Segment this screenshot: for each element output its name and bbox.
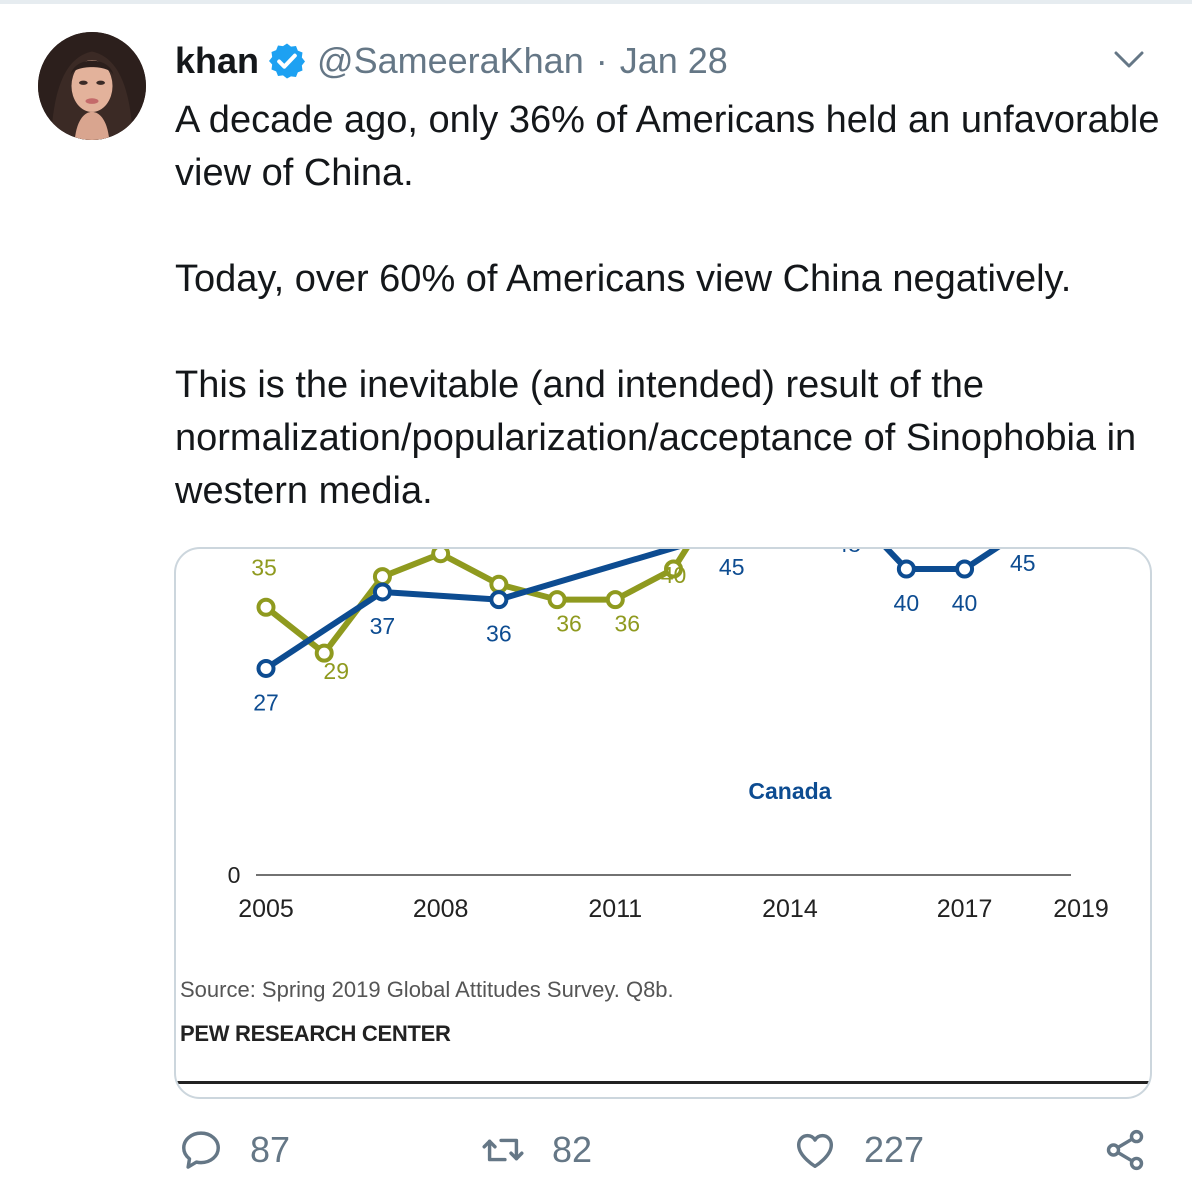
- x-tick-label: 2008: [413, 895, 469, 923]
- avatar-portrait-icon: [38, 32, 146, 140]
- tweet-paragraph: Today, over 60% of Americans view China …: [175, 258, 1072, 300]
- data-point: [605, 590, 625, 610]
- pew-line-chart: 0200520082011201420172019352939423836364…: [228, 549, 1109, 923]
- share-button[interactable]: [1102, 1120, 1148, 1180]
- data-label: 35: [251, 554, 277, 580]
- header-separator: ·: [595, 40, 608, 81]
- share-icon: [1106, 1129, 1144, 1171]
- series-line: [264, 549, 1001, 671]
- reply-count: 87: [250, 1129, 291, 1170]
- data-label: 38: [486, 549, 512, 553]
- like-button[interactable]: 227: [792, 1120, 924, 1180]
- x-tick-label: 2017: [937, 895, 993, 923]
- media-card[interactable]: 0200520082011201420172019352939423836364…: [174, 547, 1152, 1099]
- data-point: [489, 574, 509, 594]
- data-label: 36: [486, 621, 512, 647]
- display-name[interactable]: khan: [175, 40, 260, 81]
- data-label: 40: [952, 590, 978, 616]
- chart-brand: PEW RESEARCH CENTER: [180, 1021, 451, 1046]
- data-point: [314, 643, 334, 663]
- x-tick-label: 2014: [762, 895, 818, 923]
- data-label: 39: [370, 549, 396, 550]
- data-point: [955, 559, 975, 579]
- top-divider: [0, 0, 1192, 4]
- data-point: [372, 567, 392, 587]
- chart-source: Source: Spring 2019 Global Attitudes Sur…: [180, 977, 674, 1002]
- user-handle[interactable]: @SameeraKhan: [317, 40, 584, 81]
- data-point: [547, 590, 567, 610]
- data-label: 36: [556, 611, 582, 637]
- data-label: 45: [719, 554, 745, 580]
- data-point: [664, 559, 683, 579]
- tweet-text: A decade ago, only 36% of Americans held…: [175, 94, 1165, 518]
- series-annotation: Canada: [748, 778, 831, 804]
- tweet-header: khan @SameeraKhan · Jan 28: [175, 36, 728, 86]
- data-label: 36: [614, 611, 640, 637]
- reply-bubble-icon: [182, 1131, 220, 1169]
- retweet-count: 82: [552, 1129, 593, 1170]
- y-tick-label: 0: [228, 862, 241, 888]
- data-label: 29: [323, 658, 349, 684]
- data-point: [372, 582, 392, 602]
- data-point: [896, 559, 916, 579]
- data-point: [256, 597, 276, 617]
- chevron-down-icon[interactable]: [1112, 46, 1146, 72]
- avatar[interactable]: [38, 32, 146, 140]
- x-tick-label: 2019: [1053, 895, 1109, 923]
- reply-button[interactable]: 87: [178, 1120, 290, 1180]
- verified-badge-icon: [269, 43, 306, 79]
- data-label: 40: [661, 562, 687, 588]
- data-label: 48: [835, 549, 861, 557]
- retweet-icon: [482, 1138, 524, 1162]
- tweet-paragraph: A decade ago, only 36% of Americans held…: [175, 99, 1160, 194]
- data-point: [256, 658, 276, 678]
- like-count: 227: [864, 1129, 925, 1170]
- data-point: [431, 549, 451, 564]
- retweet-button[interactable]: 82: [480, 1120, 592, 1180]
- data-label: 45: [1010, 550, 1036, 576]
- x-tick-label: 2005: [238, 895, 294, 923]
- data-label: 27: [253, 689, 279, 715]
- heart-icon: [796, 1133, 834, 1169]
- tweet-actions: 87 82 227: [0, 1120, 1192, 1180]
- data-point: [489, 590, 509, 610]
- tweet-date[interactable]: Jan 28: [619, 40, 728, 81]
- x-tick-label: 2011: [588, 895, 642, 923]
- data-label: 37: [370, 613, 396, 639]
- data-label: 40: [894, 590, 920, 616]
- tweet-paragraph: This is the inevitable (and intended) re…: [175, 364, 1137, 512]
- card-divider: [176, 1081, 1150, 1084]
